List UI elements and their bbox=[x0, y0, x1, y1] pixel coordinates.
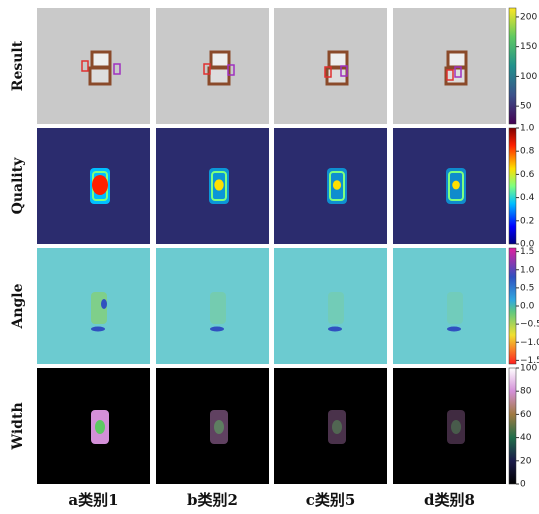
image-panel bbox=[37, 8, 150, 124]
image-panel bbox=[393, 248, 506, 364]
colorbar-tick-label: 0.6 bbox=[520, 170, 535, 180]
image-panel bbox=[393, 368, 506, 484]
heat bbox=[447, 292, 463, 324]
colorbar-tick-label: 1.0 bbox=[520, 124, 535, 134]
image-panel bbox=[156, 128, 269, 244]
column-label: b类别2 bbox=[187, 491, 238, 509]
object bbox=[209, 68, 229, 84]
object bbox=[448, 52, 466, 67]
colorbar-tick-label: 0.2 bbox=[520, 216, 534, 226]
heat bbox=[328, 292, 344, 324]
heat bbox=[91, 327, 105, 332]
colorbar-tick-label: 200 bbox=[520, 12, 537, 22]
image-panel bbox=[393, 8, 506, 124]
colorbar-tick-label: 50 bbox=[520, 102, 532, 112]
colorbar-tick-label: 1.5 bbox=[520, 247, 534, 257]
heat bbox=[210, 292, 226, 324]
heat bbox=[451, 420, 461, 434]
image-panel bbox=[274, 368, 387, 484]
colorbar-tick-label: −0.5 bbox=[520, 320, 539, 330]
colorbar-tick-label: 20 bbox=[520, 456, 532, 466]
heat bbox=[210, 327, 224, 332]
image-panel bbox=[274, 128, 387, 244]
colorbar-tick-label: 0.4 bbox=[520, 193, 535, 203]
heat bbox=[101, 299, 107, 309]
colorbar-tick-label: 100 bbox=[520, 364, 537, 374]
image-panel bbox=[156, 8, 269, 124]
object bbox=[92, 52, 110, 67]
colorbar-tick-label: 0.0 bbox=[520, 302, 535, 312]
image-panel bbox=[37, 128, 150, 244]
column-label: a类别1 bbox=[68, 491, 118, 509]
heat bbox=[214, 420, 224, 434]
colorbar-tick-label: −1.0 bbox=[520, 338, 539, 348]
colorbar-tick-label: 1.0 bbox=[520, 265, 535, 275]
object bbox=[329, 52, 347, 67]
image-panel bbox=[37, 368, 150, 484]
image-panel bbox=[37, 248, 150, 364]
row-label: Result bbox=[10, 40, 26, 91]
colorbar-tick-label: 0.8 bbox=[520, 147, 535, 157]
heat bbox=[452, 181, 460, 190]
heat bbox=[332, 420, 342, 434]
column-label: d类别8 bbox=[424, 491, 475, 509]
image-panel bbox=[156, 368, 269, 484]
colorbar bbox=[509, 8, 516, 124]
colorbar-tick-label: 60 bbox=[520, 410, 532, 420]
column-label: c类别5 bbox=[306, 491, 356, 509]
image-panel bbox=[393, 128, 506, 244]
row-label: Angle bbox=[10, 283, 26, 329]
object bbox=[211, 52, 229, 67]
colorbar bbox=[509, 368, 516, 484]
image-panel bbox=[274, 8, 387, 124]
colorbar-tick-label: 0 bbox=[520, 480, 526, 490]
colorbar-tick-label: 0.5 bbox=[520, 283, 534, 293]
heat bbox=[95, 420, 105, 434]
heat bbox=[214, 179, 223, 190]
heat bbox=[92, 175, 108, 195]
image-panel bbox=[156, 248, 269, 364]
heat bbox=[328, 327, 342, 332]
colorbar-tick-label: 80 bbox=[520, 387, 532, 397]
colorbar bbox=[509, 248, 516, 364]
row-label: Quality bbox=[10, 157, 26, 215]
figure: Result50100150200Quality0.00.20.40.60.81… bbox=[0, 0, 539, 514]
colorbar-tick-label: 150 bbox=[520, 42, 537, 52]
object bbox=[90, 68, 110, 84]
colorbar-tick-label: 40 bbox=[520, 433, 532, 443]
colorbar-tick-label: 100 bbox=[520, 72, 537, 82]
heat bbox=[447, 327, 461, 332]
colorbar bbox=[509, 128, 516, 244]
row-label: Width bbox=[10, 402, 26, 450]
image-panel bbox=[274, 248, 387, 364]
heat bbox=[333, 180, 341, 190]
